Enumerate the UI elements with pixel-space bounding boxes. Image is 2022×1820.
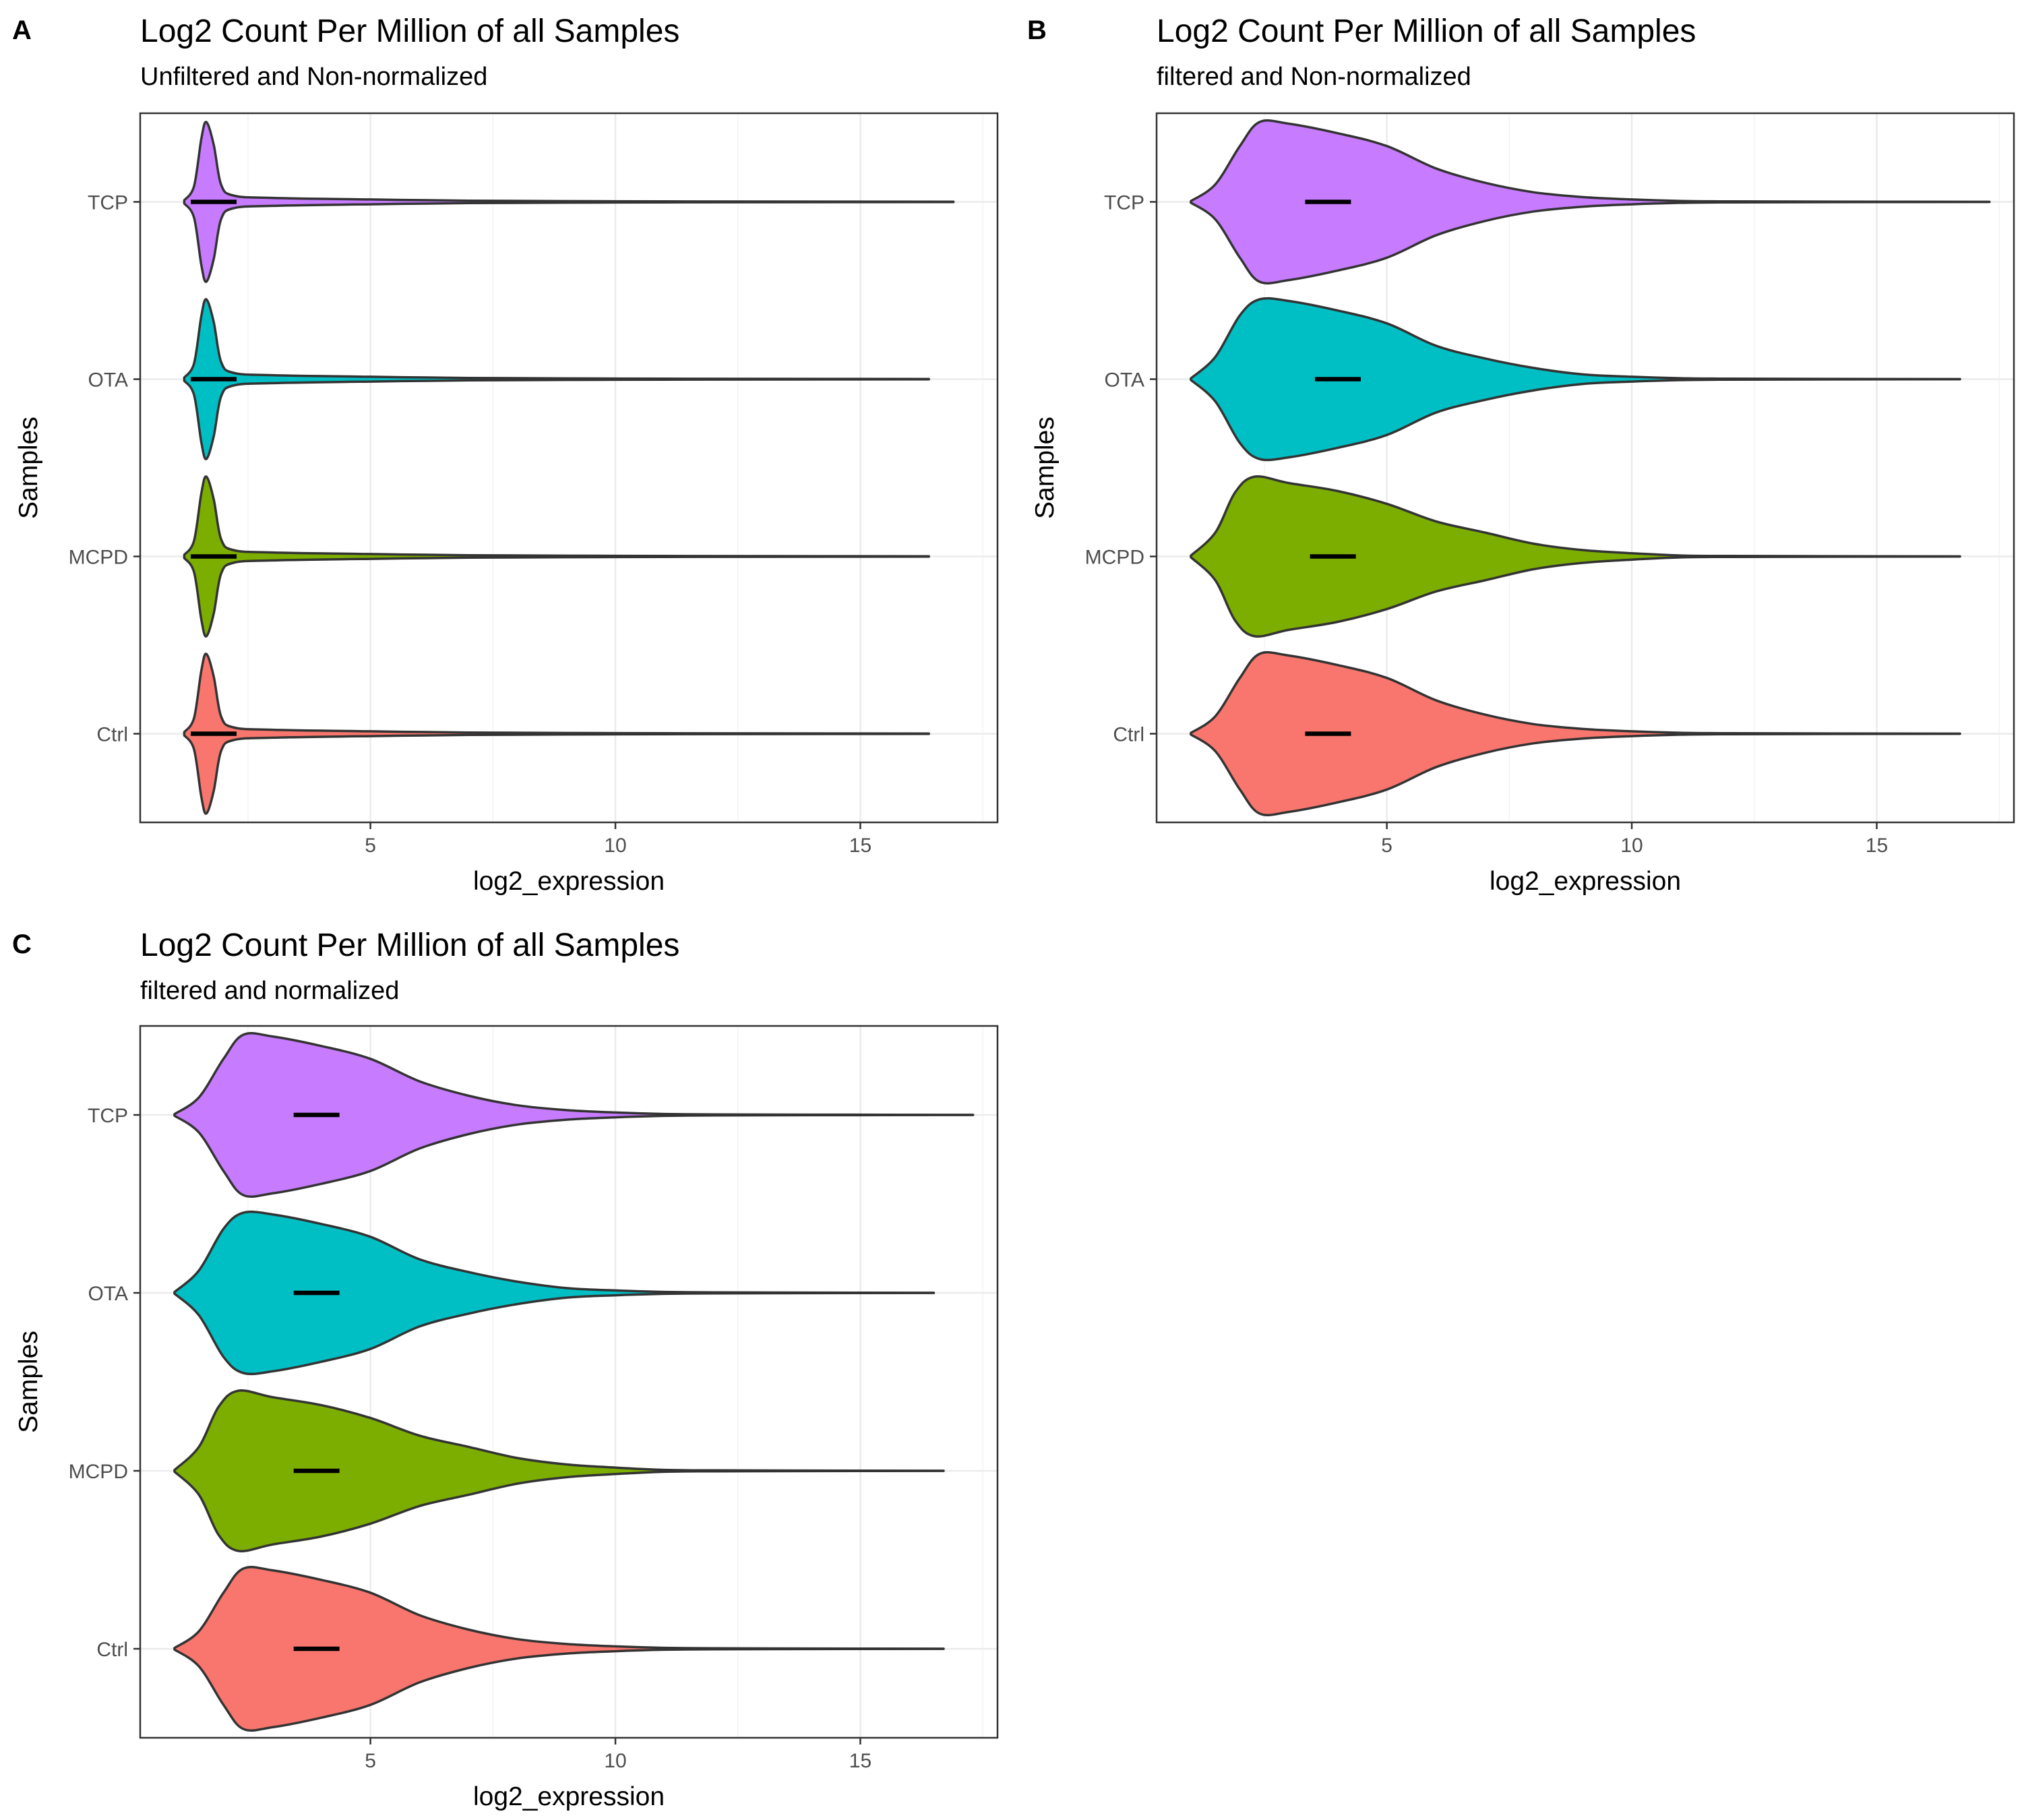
panel-a-plot-frame bbox=[139, 112, 999, 824]
violin-ctrl bbox=[1190, 650, 1961, 816]
panel-letter-c: C bbox=[12, 930, 32, 959]
violin-mcpd bbox=[173, 1389, 945, 1552]
y-tick-label-tcp: TCP bbox=[1104, 192, 1144, 214]
panel-c-x-axis-label: log2_expression bbox=[473, 1782, 665, 1811]
panel-b-ticks: 5 10 15 Ctrl MCPD OTA TCP bbox=[1085, 192, 1889, 857]
violin-tcp bbox=[183, 121, 955, 283]
panel-a-medians bbox=[191, 200, 237, 736]
panel-c-subtitle: filtered and normalized bbox=[140, 977, 399, 1005]
panel-a-grid bbox=[140, 113, 998, 822]
panel-b-plot-frame bbox=[1155, 112, 2015, 824]
panel-a-subtitle: Unfiltered and Non-normalized bbox=[140, 63, 487, 91]
panel-c-ticks: 5 10 15 Ctrl MCPD OTA TCP bbox=[69, 1105, 872, 1772]
panel-letter-a: A bbox=[12, 16, 32, 45]
x-tick-label: 10 bbox=[604, 1750, 626, 1772]
x-tick-label: 15 bbox=[1866, 835, 1888, 857]
panel-letter-b: B bbox=[1027, 16, 1047, 45]
panel-b-medians bbox=[1305, 200, 1361, 736]
panel-c-y-axis-label: Samples bbox=[14, 1331, 43, 1433]
x-tick-label: 10 bbox=[604, 835, 626, 857]
violin-ctrl bbox=[183, 653, 930, 815]
y-tick-label-ota: OTA bbox=[88, 1283, 128, 1305]
x-tick-label: 5 bbox=[365, 1750, 376, 1772]
panel-b-y-axis-label: Samples bbox=[1031, 417, 1060, 519]
x-tick-label: 5 bbox=[365, 835, 376, 857]
panel-c: C Log2 Count Per Million of all Samples … bbox=[12, 928, 999, 1811]
panel-b-subtitle: filtered and Non-normalized bbox=[1157, 63, 1471, 91]
violin-tcp bbox=[173, 1032, 975, 1198]
x-tick-label: 15 bbox=[849, 835, 871, 857]
panel-c-violins bbox=[173, 1032, 975, 1732]
y-tick-label-ctrl: Ctrl bbox=[96, 1639, 128, 1661]
y-tick-label-ota: OTA bbox=[88, 369, 128, 392]
y-tick-label-mcpd: MCPD bbox=[69, 1461, 128, 1483]
panel-c-medians bbox=[293, 1112, 340, 1651]
violin-mcpd bbox=[1190, 475, 1961, 638]
panel-a-title: Log2 Count Per Million of all Samples bbox=[140, 13, 679, 49]
panel-a-x-axis-label: log2_expression bbox=[473, 867, 665, 896]
panel-c-plot-frame bbox=[139, 1025, 999, 1739]
panel-a-ticks: 5 10 15 Ctrl MCPD OTA TCP bbox=[69, 192, 872, 857]
y-tick-label-mcpd: MCPD bbox=[69, 547, 128, 569]
violin-ctrl bbox=[173, 1566, 945, 1732]
y-tick-label-ota: OTA bbox=[1105, 369, 1144, 392]
panel-b-x-axis-label: log2_expression bbox=[1490, 867, 1681, 896]
panel-a: A Log2 Count Per Million of all Samples … bbox=[12, 13, 999, 896]
y-tick-label-mcpd: MCPD bbox=[1085, 547, 1144, 569]
violin-ota bbox=[173, 1210, 936, 1376]
violin-tcp bbox=[1190, 119, 1991, 285]
x-tick-label: 5 bbox=[1381, 835, 1392, 857]
panel-c-title: Log2 Count Per Million of all Samples bbox=[140, 928, 679, 963]
panel-a-violins bbox=[183, 121, 955, 815]
panel-b-title: Log2 Count Per Million of all Samples bbox=[1157, 13, 1696, 49]
violin-ota bbox=[1190, 297, 1961, 462]
y-tick-label-ctrl: Ctrl bbox=[1113, 724, 1144, 746]
y-tick-label-tcp: TCP bbox=[88, 192, 128, 214]
x-tick-label: 10 bbox=[1620, 835, 1643, 857]
y-tick-label-ctrl: Ctrl bbox=[96, 724, 128, 746]
panel-a-y-axis-label: Samples bbox=[14, 417, 43, 519]
violin-mcpd bbox=[183, 475, 930, 638]
panel-b-violins bbox=[1190, 119, 1991, 816]
panel-b: B Log2 Count Per Million of all Samples … bbox=[1027, 13, 2015, 896]
violin-ota bbox=[183, 298, 930, 460]
x-tick-label: 15 bbox=[849, 1750, 871, 1772]
y-tick-label-tcp: TCP bbox=[88, 1105, 128, 1127]
